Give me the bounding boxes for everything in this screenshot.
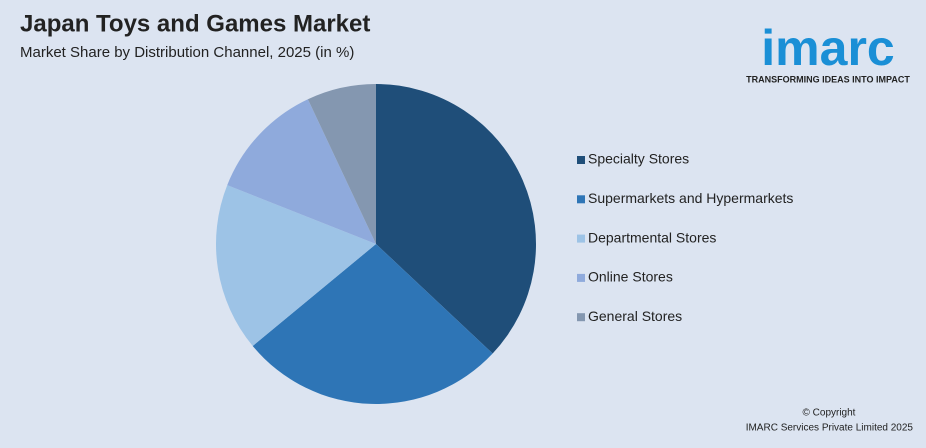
copyright: © Copyright [803, 408, 856, 419]
pie-slice [376, 84, 536, 354]
pie-slice [227, 99, 376, 245]
legend-swatch [577, 195, 585, 204]
chart-title: Japan Toys and Games Market [20, 10, 370, 37]
logo-tagline: TRANSFORMING IDEAS INTO IMPACT [746, 74, 910, 84]
legend-swatch [577, 313, 585, 322]
legend-label: Departmental Stores [588, 229, 716, 245]
chart-subtitle: Market Share by Distribution Channel, 20… [20, 44, 354, 61]
legend-swatch [577, 234, 585, 243]
pie-slice [216, 185, 376, 346]
company: IMARC Services Private Limited 2025 [746, 423, 914, 434]
legend-swatch [577, 273, 585, 282]
logo: imarc [761, 20, 894, 76]
legend-label: Online Stores [588, 269, 673, 285]
pie-slice [307, 84, 376, 244]
legend-label: General Stores [588, 308, 682, 324]
legend-label: Specialty Stores [588, 151, 689, 167]
legend-swatch [577, 156, 585, 164]
legend-label: Supermarkets and Hypermarkets [588, 190, 793, 206]
pie-slice [252, 244, 493, 404]
